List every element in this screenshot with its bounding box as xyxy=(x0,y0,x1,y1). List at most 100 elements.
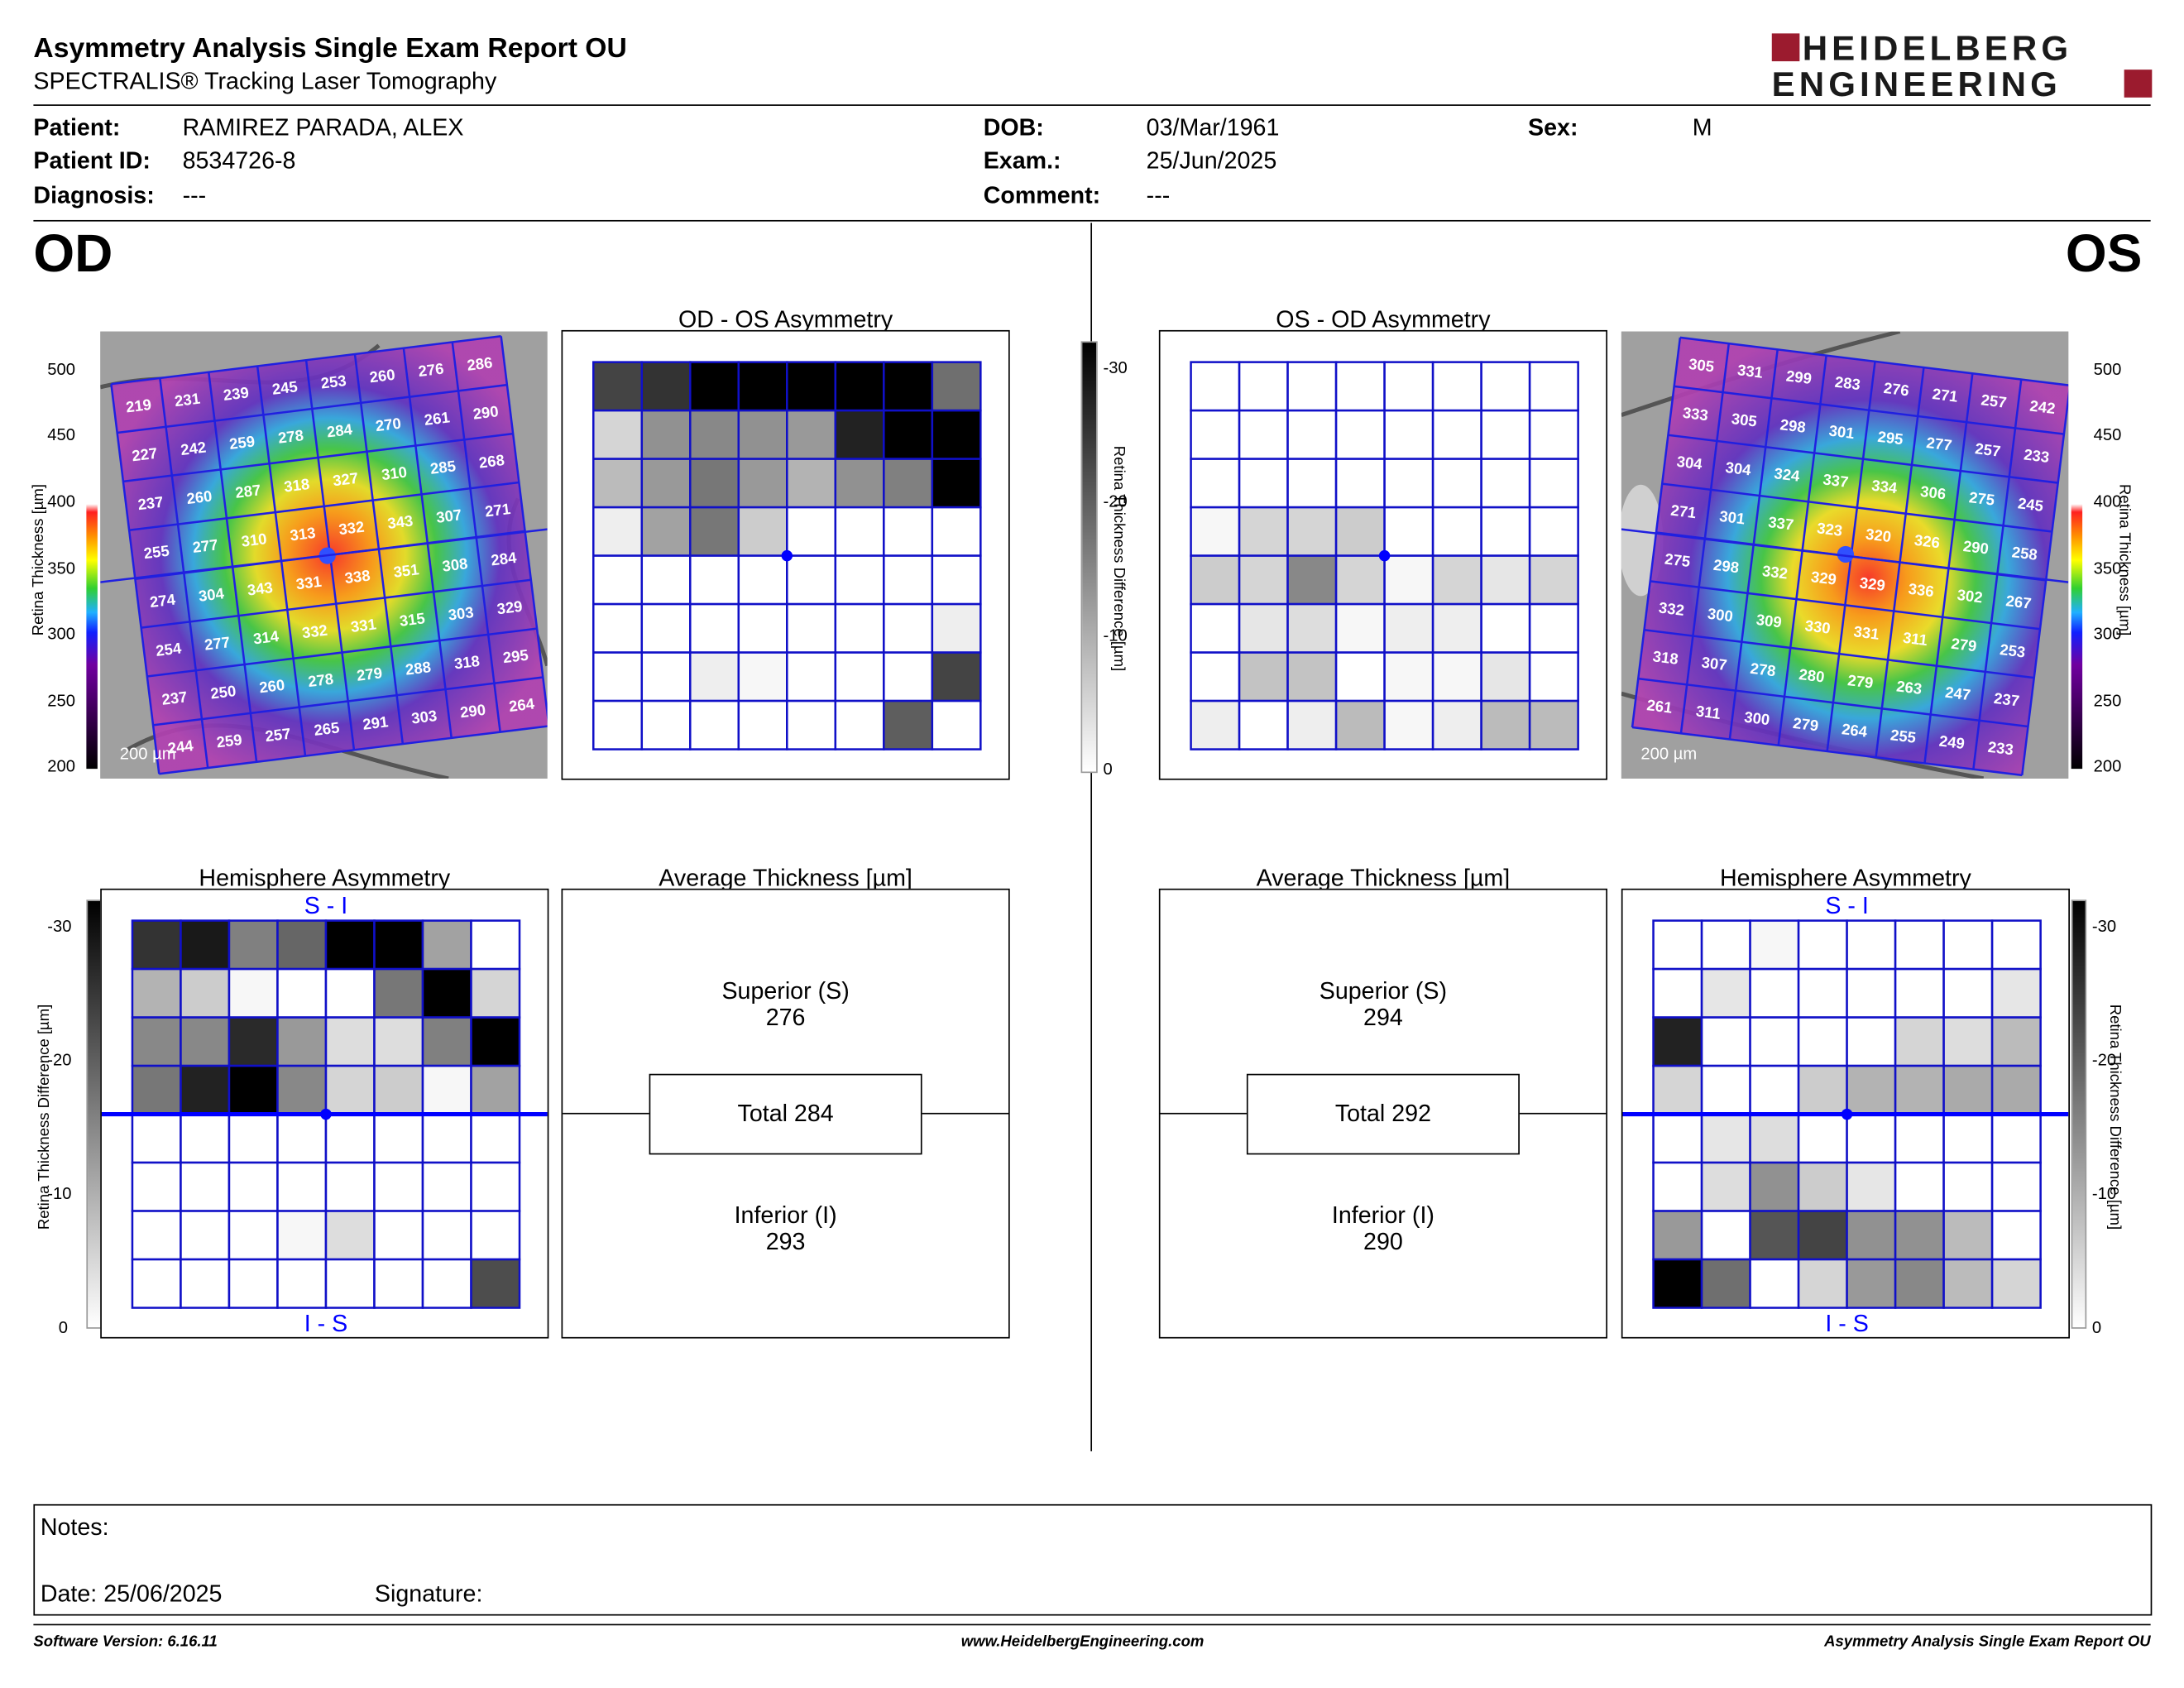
os-fundus-thickness-value: 333 xyxy=(1682,404,1709,424)
os-fundus-image: 305 331 299 283 276 271 257 242 333 305 298 301 295 2… xyxy=(1621,331,2069,779)
od-hemi-panel: S - I I - S xyxy=(100,888,549,1339)
od-fundus-thickness-value: 278 xyxy=(277,426,304,447)
od-fundus-thickness-value: 257 xyxy=(264,725,291,746)
os-hemi-cell xyxy=(1749,1016,1800,1067)
od-fundus-thickness-value: 219 xyxy=(125,396,152,416)
website-link[interactable]: www.HeidelbergEngineering.com xyxy=(960,1633,1205,1651)
os-asym-cell xyxy=(1190,361,1241,412)
od-asym-cell xyxy=(689,361,740,412)
os-fundus-thickness-value: 277 xyxy=(1925,434,1952,454)
os-hemi-cell xyxy=(1797,1113,1848,1164)
od-hemi-cell xyxy=(131,919,182,971)
od-fundus-thickness-value: 290 xyxy=(472,402,500,423)
od-fundus-thickness-value: 329 xyxy=(496,597,523,618)
od-hemi-cell xyxy=(470,919,521,971)
os-fundus-thickness-value: 305 xyxy=(1731,410,1758,430)
od-hemi-cell xyxy=(470,1161,521,1212)
od-asym-cell xyxy=(689,458,740,509)
os-hemi-cell xyxy=(1990,1064,2042,1115)
os-fundus-grid-line xyxy=(1644,629,2034,679)
od-inferior-label: Inferior (I) xyxy=(734,1201,837,1229)
od-asym-cell xyxy=(786,699,837,750)
od-fundus-thickness-value: 318 xyxy=(283,475,310,496)
os-hemi-cell xyxy=(1990,1113,2042,1164)
od-asym-cell xyxy=(786,651,837,703)
os-fundus-thickness-value: 247 xyxy=(1944,683,1971,704)
os-asym-cell xyxy=(1480,554,1531,606)
od-hemi-cell xyxy=(324,1161,376,1212)
od-fundus-thickness-value: 271 xyxy=(484,500,511,520)
od-fundus-thickness-value: 332 xyxy=(301,621,328,642)
os-asym-cell xyxy=(1528,602,1579,654)
os-asym-cell xyxy=(1238,361,1289,412)
os-asym-cell xyxy=(1190,554,1241,606)
os-tick-250: 250 xyxy=(2093,690,2122,711)
od-hemi-cell xyxy=(131,1210,182,1261)
os-fundus-thickness-value: 309 xyxy=(1755,611,1783,631)
os-hemi-cell xyxy=(1652,1161,1703,1212)
od-asym-cell xyxy=(931,602,982,654)
os-tick-300: 300 xyxy=(2093,624,2122,644)
od-asym-cell xyxy=(689,506,740,557)
os-asym-cell xyxy=(1383,506,1434,557)
od-asym-cell xyxy=(931,699,982,750)
od-tick-250: 250 xyxy=(47,690,75,711)
od-fundus-thickness-value: 260 xyxy=(258,676,285,697)
os-asym-cell xyxy=(1383,651,1434,703)
os-hemi-cell xyxy=(1652,967,1703,1019)
os-thickness-axis: 500 450 400 350 300 250 200 Retina Thick… xyxy=(2068,359,2152,779)
os-fundus-thickness-value: 249 xyxy=(1938,732,1966,753)
od-asym-cell xyxy=(689,699,740,750)
od-fundus-thickness-value: 279 xyxy=(356,664,383,684)
od-hemi-cell xyxy=(276,1113,328,1164)
os-asym-cell xyxy=(1480,458,1531,509)
od-asym-cell xyxy=(834,361,885,412)
od-fundus-thickness-value: 288 xyxy=(405,658,432,679)
od-fundus-thickness-value: 285 xyxy=(429,457,457,477)
od-asym-cell xyxy=(834,506,885,557)
od-asym-cell xyxy=(883,602,934,654)
od-hemi-cell xyxy=(421,1064,472,1115)
od-asym-cell xyxy=(931,409,982,460)
os-asym-cell xyxy=(1383,602,1434,654)
os-hemi-cell xyxy=(1749,1210,1800,1261)
center-divider xyxy=(1090,223,1093,1451)
od-total-box: Total 284 xyxy=(649,1073,922,1155)
os-asym-cell xyxy=(1334,602,1386,654)
od-avg-title: Average Thickness [µm] xyxy=(659,865,912,892)
od-hemi-bottom-label: I - S xyxy=(304,1311,347,1337)
od-asym-cell xyxy=(640,458,692,509)
os-fundus-thickness-value: 318 xyxy=(1652,647,1679,668)
os-hemi-cell xyxy=(1990,1210,2042,1261)
od-hemi-tick-10: -10 xyxy=(47,1183,72,1204)
os-avg-title: Average Thickness [µm] xyxy=(1256,865,1511,892)
od-hemi-cell xyxy=(421,1210,472,1261)
patient-id-value: 8534726-8 xyxy=(182,147,296,175)
od-fundus-thickness-value: 318 xyxy=(453,652,481,673)
center-diff-axis: -30 -20 -10 0 Retina Thickness Differenc… xyxy=(1080,341,1165,779)
center-diff-axis-label: Retina Thickness Difference [µm] xyxy=(1109,445,1128,672)
od-tick-350: 350 xyxy=(47,558,75,578)
od-asym-cell xyxy=(786,458,837,509)
os-fundus-thickness-value: 253 xyxy=(1999,640,2026,661)
os-asym-cell xyxy=(1334,361,1386,412)
os-fundus-thickness-value: 326 xyxy=(1913,531,1941,552)
os-fundus-thickness-value: 261 xyxy=(1645,696,1673,717)
os-hemi-cell xyxy=(1846,1064,1897,1115)
od-fundus-thickness-value: 227 xyxy=(131,444,158,465)
os-hemi-cell xyxy=(1990,967,2042,1019)
os-fundus-thickness-value: 300 xyxy=(1743,708,1770,729)
od-eye-label: OD xyxy=(33,225,113,285)
od-asym-cell xyxy=(640,651,692,703)
os-asym-cell xyxy=(1238,506,1289,557)
os-scale-bar: 200 µm xyxy=(1640,743,1698,764)
os-fundus-thickness-value: 305 xyxy=(1688,355,1715,376)
od-hemi-cell xyxy=(228,967,279,1019)
os-hemi-cell xyxy=(1846,1161,1897,1212)
od-asym-cell xyxy=(931,361,982,412)
od-hemi-cell xyxy=(180,1016,231,1067)
od-hemi-cell xyxy=(324,1064,376,1115)
od-fundus-thickness-value: 331 xyxy=(295,573,323,593)
os-fundus-thickness-value: 245 xyxy=(2017,494,2044,515)
